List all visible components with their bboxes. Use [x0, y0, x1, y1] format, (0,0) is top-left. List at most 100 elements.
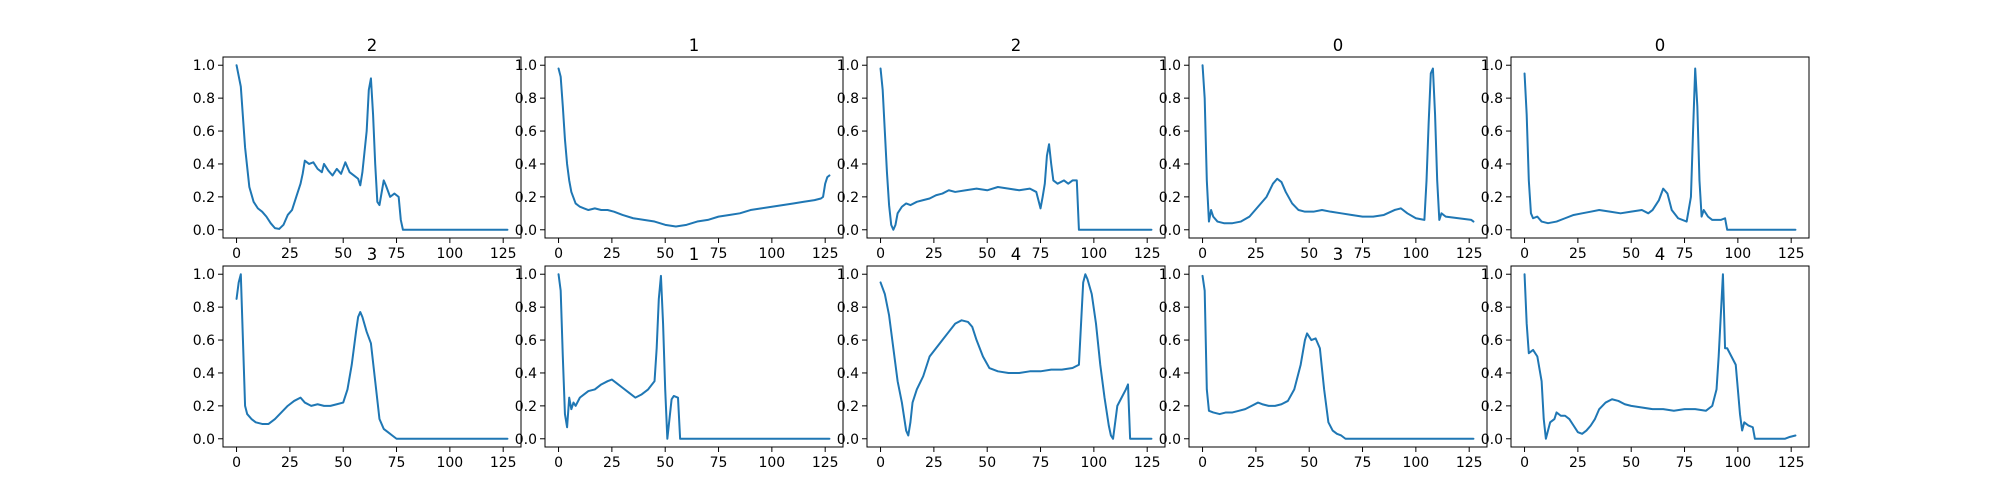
x-tick-label: 75 [1676, 246, 1694, 262]
y-tick-label: 0.4 [193, 157, 215, 173]
x-tick-label: 50 [656, 455, 674, 471]
chart-title: 4 [1011, 245, 1022, 264]
x-tick-label: 0 [232, 246, 241, 262]
chart-panel: 4 0 25 50 75 100 125 0.0 0.2 0.4 0.6 0.8 1.0 [1481, 245, 1810, 471]
y-tick-label: 0.0 [515, 432, 537, 448]
y-tick-label: 0.0 [837, 432, 859, 448]
x-tick-label: 125 [1134, 455, 1161, 471]
x-tick-label: 0 [876, 455, 885, 471]
axes-frame [1188, 265, 1488, 448]
y-tick-label: 1.0 [837, 58, 859, 74]
y-tick-label: 0.6 [837, 124, 859, 140]
x-tick-label: 50 [1622, 455, 1640, 471]
x-tick-label: 0 [232, 455, 241, 471]
axes-frame [866, 265, 1166, 448]
y-tick-label: 0.4 [515, 366, 537, 382]
y-tick-label: 0.6 [1159, 333, 1181, 349]
y-tick-label: 0.2 [837, 190, 859, 206]
y-tick-label: 0.8 [193, 300, 215, 316]
x-tick-label: 25 [281, 246, 299, 262]
chart-panel: 0 0 25 50 75 100 125 0.0 0.2 0.4 0.6 0.8 1.0 [1481, 36, 1810, 262]
chart-panel: 4 0 25 50 75 100 125 0.0 0.2 0.4 0.6 0.8 1.0 [837, 245, 1166, 471]
x-tick-label: 75 [1032, 246, 1050, 262]
x-tick-label: 25 [1247, 455, 1265, 471]
x-tick-label: 0 [1520, 246, 1529, 262]
series-line [235, 64, 509, 231]
series-line [235, 273, 509, 440]
axes-frame [544, 265, 844, 448]
x-tick-label: 125 [812, 455, 839, 471]
chart-panel: 3 0 25 50 75 100 125 0.0 0.2 0.4 0.6 0.8 1.0 [193, 245, 522, 471]
y-tick-label: 1.0 [193, 58, 215, 74]
chart-title: 2 [1011, 36, 1022, 55]
x-tick-label: 125 [1778, 455, 1805, 471]
series-line [879, 273, 1153, 440]
x-tick-label: 25 [603, 246, 621, 262]
x-tick-label: 100 [1724, 455, 1751, 471]
x-tick-label: 25 [1247, 246, 1265, 262]
x-tick-label: 50 [656, 246, 674, 262]
chart-panel: 2 0 25 50 75 100 125 0.0 0.2 0.4 0.6 0.8 1.0 [193, 36, 522, 262]
y-tick-label: 1.0 [515, 58, 537, 74]
x-tick-label: 0 [554, 455, 563, 471]
y-tick-label: 0.2 [837, 399, 859, 415]
y-tick-label: 0.8 [515, 300, 537, 316]
chart-title: 0 [1655, 36, 1666, 55]
axes-frame [544, 56, 844, 239]
x-tick-label: 75 [1354, 455, 1372, 471]
x-tick-label: 100 [436, 455, 463, 471]
x-tick-label: 25 [1569, 455, 1587, 471]
x-tick-label: 75 [710, 455, 728, 471]
y-tick-label: 0.4 [1481, 157, 1503, 173]
x-tick-label: 50 [334, 455, 352, 471]
y-tick-label: 0.8 [193, 91, 215, 107]
y-tick-label: 0.4 [1159, 157, 1181, 173]
x-tick-label: 100 [436, 246, 463, 262]
axes-frame [1510, 56, 1810, 239]
y-tick-label: 0.8 [1159, 91, 1181, 107]
y-tick-label: 0.2 [193, 190, 215, 206]
y-tick-label: 0.0 [1159, 432, 1181, 448]
x-tick-label: 0 [1198, 246, 1207, 262]
y-tick-label: 0.6 [837, 333, 859, 349]
y-tick-label: 0.8 [515, 91, 537, 107]
x-tick-label: 25 [925, 455, 943, 471]
y-tick-label: 1.0 [1159, 267, 1181, 283]
y-tick-label: 0.0 [1481, 223, 1503, 239]
x-tick-label: 50 [1300, 246, 1318, 262]
y-tick-label: 0.4 [1159, 366, 1181, 382]
x-tick-label: 100 [1402, 246, 1429, 262]
chart-panel: 2 0 25 50 75 100 125 0.0 0.2 0.4 0.6 0.8 1.0 [837, 36, 1166, 262]
y-tick-label: 0.6 [1481, 124, 1503, 140]
y-tick-label: 0.4 [837, 157, 859, 173]
y-tick-label: 0.2 [193, 399, 215, 415]
x-tick-label: 100 [1402, 455, 1429, 471]
y-tick-label: 1.0 [1481, 267, 1503, 283]
x-tick-label: 100 [758, 455, 785, 471]
chart-title: 3 [367, 245, 378, 264]
y-tick-label: 0.0 [837, 223, 859, 239]
axes-frame [866, 56, 1166, 239]
axes-frame [222, 56, 522, 239]
y-tick-label: 0.0 [193, 223, 215, 239]
x-tick-label: 75 [388, 455, 406, 471]
y-tick-label: 1.0 [515, 267, 537, 283]
y-tick-label: 0.6 [515, 333, 537, 349]
y-tick-label: 0.6 [1481, 333, 1503, 349]
x-tick-label: 25 [281, 455, 299, 471]
y-tick-label: 0.4 [837, 366, 859, 382]
chart-panel: 3 0 25 50 75 100 125 0.0 0.2 0.4 0.6 0.8 1.0 [1159, 245, 1488, 471]
x-tick-label: 75 [1032, 455, 1050, 471]
y-tick-label: 1.0 [193, 267, 215, 283]
x-tick-label: 25 [1569, 246, 1587, 262]
chart-title: 4 [1655, 245, 1666, 264]
x-tick-label: 50 [1622, 246, 1640, 262]
y-tick-label: 0.0 [193, 432, 215, 448]
x-tick-label: 125 [1456, 455, 1483, 471]
chart-title: 2 [367, 36, 378, 55]
y-tick-label: 0.2 [1481, 399, 1503, 415]
x-tick-label: 100 [758, 246, 785, 262]
series-line [557, 273, 831, 440]
series-line [879, 67, 1153, 231]
